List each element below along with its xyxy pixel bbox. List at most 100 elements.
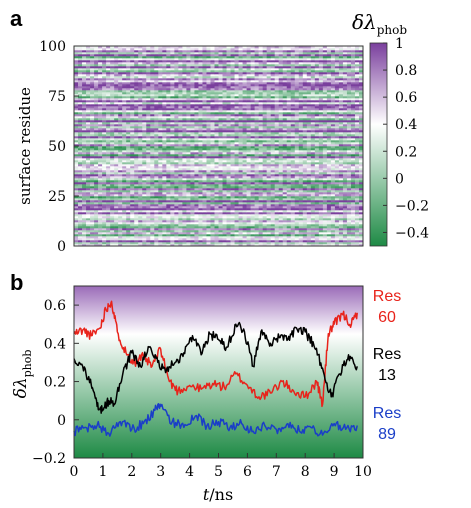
heatmap-cell xyxy=(202,168,207,171)
heatmap-cell xyxy=(238,182,243,185)
heatmap-cell xyxy=(206,168,211,171)
heatmap-cell xyxy=(178,168,183,171)
heatmap-cell xyxy=(122,214,127,217)
heatmap-cell xyxy=(322,166,328,169)
heatmap-cell xyxy=(254,226,259,229)
heatmap-cell xyxy=(158,186,163,189)
heatmap-cell xyxy=(226,204,231,207)
heatmap-cell xyxy=(190,148,195,151)
heatmap-cell xyxy=(118,200,123,203)
heatmap-cell xyxy=(258,174,263,177)
heatmap-cell xyxy=(114,194,119,197)
heatmap-cell xyxy=(146,116,151,119)
heatmap-cell xyxy=(262,118,267,121)
heatmap-cell xyxy=(134,162,139,165)
heatmap-cell xyxy=(114,192,119,195)
heatmap-cell xyxy=(166,236,171,239)
heatmap-cell xyxy=(194,240,199,243)
heatmap-cell xyxy=(346,154,352,157)
heatmap-cell xyxy=(346,126,352,129)
heatmap-cell xyxy=(106,174,111,177)
heatmap-cell xyxy=(154,214,159,217)
heatmap-cell xyxy=(122,236,127,239)
heatmap-cell xyxy=(314,164,320,167)
heatmap-cell xyxy=(110,236,115,239)
heatmap-cell xyxy=(262,232,267,235)
heatmap-cell xyxy=(170,190,175,193)
heatmap-cell xyxy=(82,222,87,225)
heatmap-cell xyxy=(222,178,227,181)
heatmap-cell xyxy=(122,116,127,119)
heatmap-cell xyxy=(250,166,255,169)
heatmap-cell xyxy=(342,186,348,189)
heatmap-cell xyxy=(90,200,95,203)
heatmap-cell xyxy=(158,228,163,231)
heatmap-cell xyxy=(110,192,115,195)
heatmap-cell xyxy=(178,118,183,121)
heatmap-cell xyxy=(158,136,163,139)
heatmap-cell xyxy=(190,150,195,153)
heatmap-cell xyxy=(110,222,115,225)
heatmap-cell xyxy=(166,202,171,205)
heatmap-cell xyxy=(186,132,191,135)
heatmap-cell xyxy=(130,210,135,213)
heatmap-cell xyxy=(290,166,296,169)
heatmap-cell xyxy=(246,224,251,227)
heatmap-cell xyxy=(162,172,167,175)
heatmap-cell xyxy=(138,136,143,139)
heatmap-cell xyxy=(294,232,300,235)
heatmap-cell xyxy=(258,178,263,181)
heatmap-cell xyxy=(94,196,99,199)
heatmap-cell xyxy=(202,182,207,185)
heatmap-cell xyxy=(206,146,211,149)
heatmap-cell xyxy=(82,138,87,141)
heatmap-cell xyxy=(250,132,255,135)
heatmap-cell xyxy=(170,140,175,143)
heatmap-cell xyxy=(306,240,312,243)
heatmap-cell xyxy=(230,134,235,137)
heatmap-cell xyxy=(238,132,243,135)
heatmap-cell xyxy=(278,242,284,245)
heatmap-cell xyxy=(114,190,119,193)
heatmap-cell xyxy=(262,178,267,181)
heatmap-cell xyxy=(186,110,191,113)
heatmap-cell xyxy=(330,156,336,159)
heatmap-cell xyxy=(354,218,360,221)
heatmap-cell xyxy=(166,170,171,173)
heatmap-cell xyxy=(230,190,235,193)
heatmap-cell xyxy=(354,192,360,195)
heatmap-cell xyxy=(318,196,324,199)
heatmap-cell xyxy=(274,172,279,175)
heatmap-cell xyxy=(298,206,304,209)
heatmap-cell xyxy=(182,222,187,225)
heatmap-cell xyxy=(314,116,320,119)
heatmap-cell xyxy=(234,120,239,123)
heatmap-cell xyxy=(150,112,155,115)
heatmap-cell xyxy=(258,212,263,215)
heatmap-cell xyxy=(262,238,267,241)
heatmap-cell xyxy=(254,196,259,199)
heatmap-cell xyxy=(98,224,103,227)
heatmap-cell xyxy=(310,176,316,179)
heatmap-cell xyxy=(170,128,175,131)
heatmap-cell xyxy=(282,178,288,181)
heatmap-cell xyxy=(82,236,87,239)
heatmap-cell xyxy=(114,224,119,227)
heatmap-cell xyxy=(270,190,275,193)
heatmap-cell xyxy=(210,128,215,131)
heatmap-cell xyxy=(162,226,167,229)
heatmap-cell xyxy=(274,140,279,143)
heatmap-cell xyxy=(90,164,95,167)
heatmap-cell xyxy=(182,178,187,181)
heatmap-cell xyxy=(90,160,95,163)
heatmap-cell xyxy=(154,242,159,245)
heatmap-cell xyxy=(94,120,99,123)
heatmap-cell xyxy=(154,122,159,125)
heatmap-cell xyxy=(206,206,211,209)
heatmap-cell xyxy=(298,242,304,245)
heatmap-cell xyxy=(194,182,199,185)
heatmap-cell xyxy=(358,236,364,239)
heatmap-cell xyxy=(194,146,199,149)
heatmap-cell xyxy=(262,150,267,153)
heatmap-cell xyxy=(258,160,263,163)
